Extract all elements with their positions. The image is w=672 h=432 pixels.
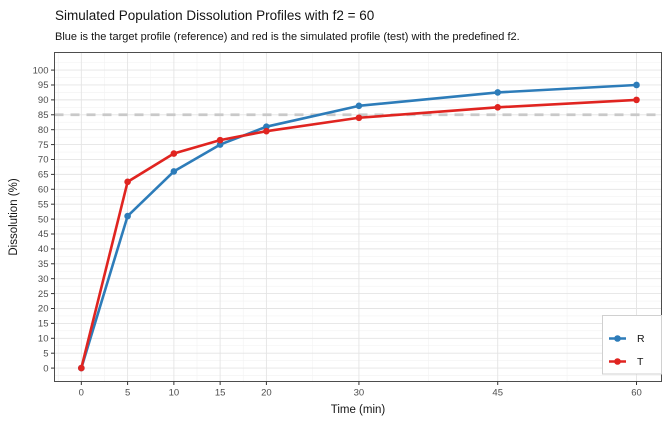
svg-text:20: 20 — [38, 304, 49, 315]
svg-text:80: 80 — [38, 125, 49, 136]
svg-text:5: 5 — [43, 348, 48, 359]
svg-text:70: 70 — [38, 155, 49, 166]
svg-text:60: 60 — [631, 388, 642, 399]
svg-text:25: 25 — [38, 289, 49, 300]
legend-entry-T: T — [609, 356, 644, 368]
plot-panel — [54, 52, 662, 382]
svg-text:60: 60 — [38, 184, 49, 195]
svg-text:15: 15 — [38, 319, 49, 330]
series-T-points — [78, 96, 640, 372]
svg-text:30: 30 — [38, 274, 49, 285]
svg-text:10: 10 — [38, 333, 49, 344]
svg-text:65: 65 — [38, 170, 49, 181]
legend-box — [602, 315, 662, 375]
panel-border — [54, 52, 662, 382]
svg-text:45: 45 — [38, 229, 49, 240]
svg-text:0: 0 — [43, 363, 48, 374]
svg-text:40: 40 — [38, 244, 49, 255]
legend: RT — [602, 315, 662, 375]
axis-ticks — [51, 69, 638, 385]
legend-key-point — [614, 335, 621, 342]
legend-entry-R: R — [609, 333, 645, 345]
svg-text:35: 35 — [38, 259, 49, 270]
chart-title: Simulated Population Dissolution Profile… — [55, 8, 375, 23]
grid-major-lines — [54, 52, 662, 382]
y-axis-title: Dissolution (%) — [8, 178, 20, 256]
series-T-line — [80, 98, 638, 370]
svg-text:45: 45 — [492, 388, 503, 399]
chart-subtitle: Blue is the target profile (reference) a… — [55, 31, 520, 43]
x-axis-title: Time (min) — [330, 404, 386, 416]
svg-text:95: 95 — [38, 80, 49, 91]
svg-text:30: 30 — [354, 388, 365, 399]
svg-text:90: 90 — [38, 95, 49, 106]
svg-text:75: 75 — [38, 140, 49, 151]
legend-key-point — [614, 358, 621, 365]
svg-text:55: 55 — [38, 199, 49, 210]
axis-tick-labels: 0 5 10 15 20 30 45 60 0 5 10 15 20 25 30 35 40 45 50 55 60 65… — [33, 65, 642, 398]
legend-label: R — [637, 333, 645, 345]
svg-text:50: 50 — [38, 214, 49, 225]
svg-text:5: 5 — [125, 388, 130, 399]
svg-text:15: 15 — [215, 388, 226, 399]
svg-text:100: 100 — [33, 65, 49, 76]
svg-text:10: 10 — [169, 388, 180, 399]
svg-text:0: 0 — [79, 388, 84, 399]
svg-text:85: 85 — [38, 110, 49, 121]
svg-text:20: 20 — [261, 388, 272, 399]
legend-label: T — [637, 356, 644, 368]
